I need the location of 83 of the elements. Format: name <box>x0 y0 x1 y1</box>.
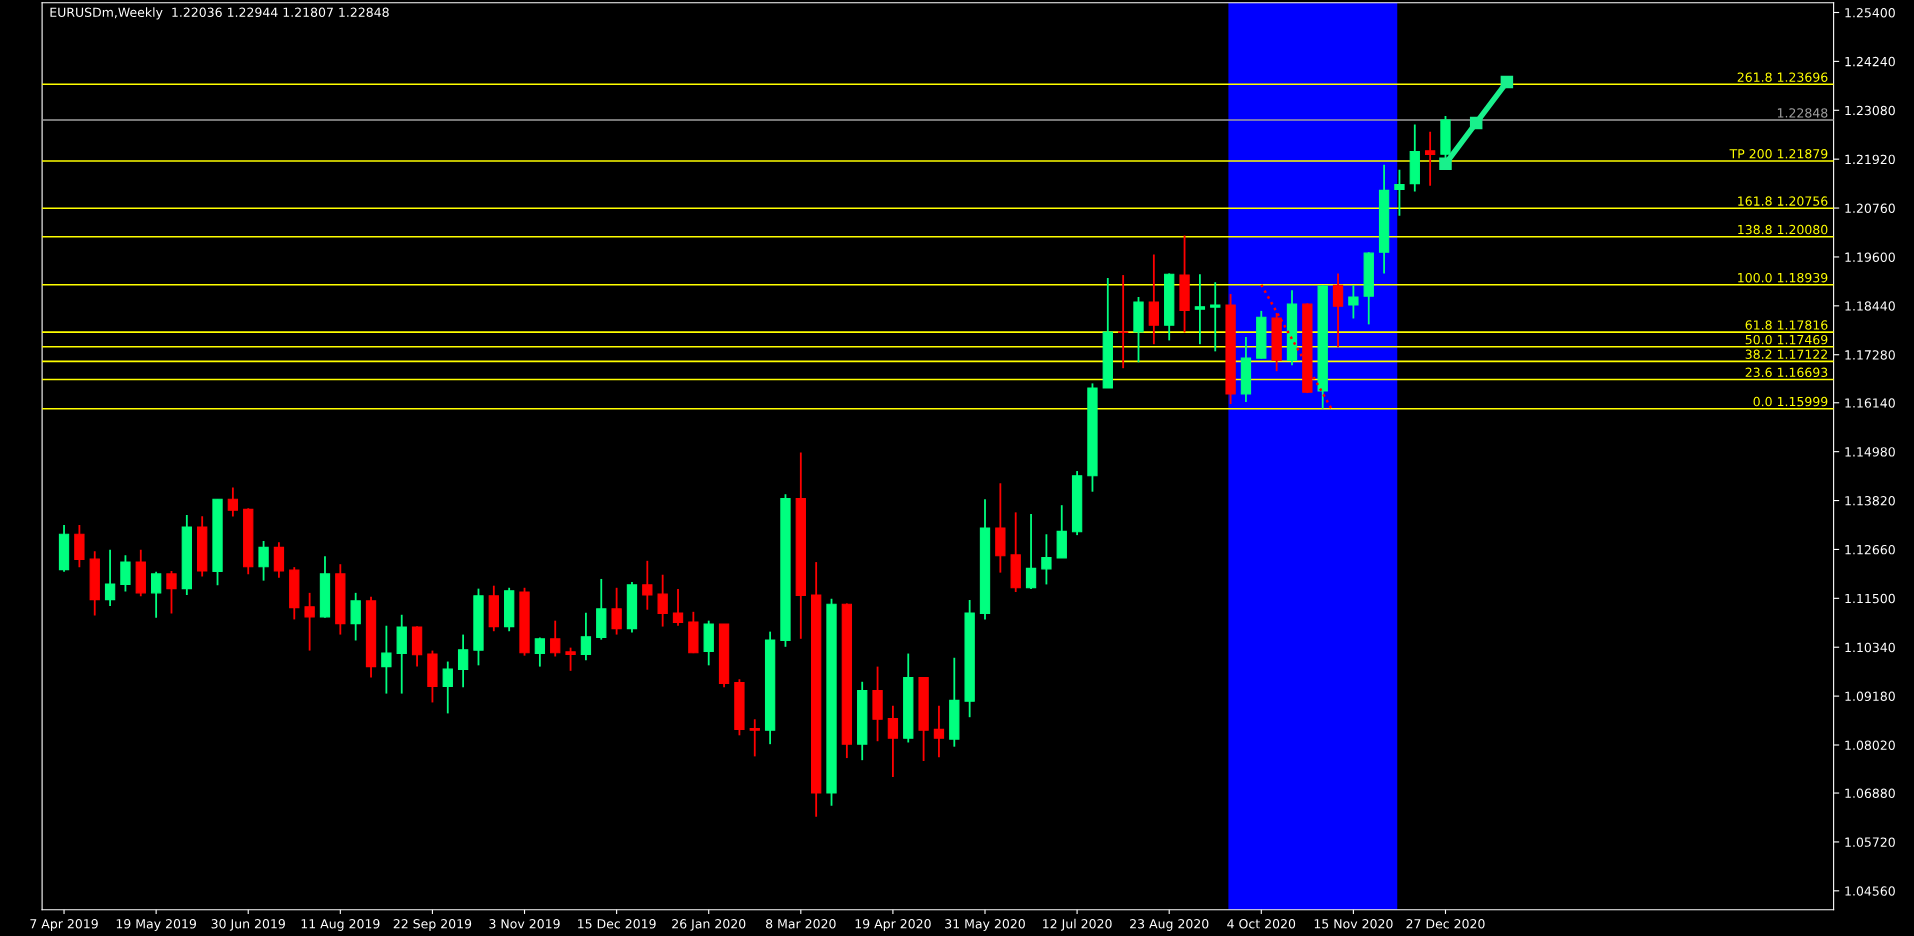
ref-line-label: 0.0 1.15999 <box>1753 396 1828 407</box>
candlestick <box>1041 533 1052 586</box>
y-tick-label: 1.19600 <box>1845 252 1895 262</box>
candlestick <box>550 619 561 658</box>
x-tick-label: 4 Oct 2020 <box>1227 919 1296 929</box>
y-tick-label: 1.16140 <box>1845 398 1895 408</box>
candlestick <box>304 591 315 652</box>
x-tick-label: 15 Dec 2019 <box>578 919 656 929</box>
ref-line-label: 138.8 1.20080 <box>1738 224 1828 235</box>
candlestick <box>104 548 116 607</box>
x-tick-label: 12 Jul 2020 <box>1043 918 1112 931</box>
candlestick <box>1394 168 1405 217</box>
candlestick <box>657 573 668 628</box>
candlestick <box>534 636 546 668</box>
candlestick <box>273 541 285 579</box>
point <box>1469 116 1483 130</box>
y-tick-label: 1.25400 <box>1845 7 1895 18</box>
candlestick <box>611 586 622 636</box>
candlestick <box>565 646 576 672</box>
x-tick-label: 3 Nov 2019 <box>489 919 560 929</box>
y-tick-label: 1.21920 <box>1845 154 1895 165</box>
y-tick-label: 1.09180 <box>1845 691 1895 702</box>
candlestick <box>1148 253 1160 346</box>
x-tick-label: 30 Jun 2019 <box>211 919 285 931</box>
y-tick-label: 1.20760 <box>1845 203 1895 213</box>
candlestick <box>350 591 361 642</box>
candlestick <box>1117 274 1129 370</box>
y-tick-label: 1.12660 <box>1845 544 1895 555</box>
candlestick <box>150 570 162 619</box>
candlestick <box>1332 272 1344 349</box>
y-tick-label: 1.10340 <box>1845 642 1895 653</box>
y-tick-label: 1.04560 <box>1845 886 1895 896</box>
x-tick-label: 7 Apr 2019 <box>30 919 98 931</box>
x-tick-label: 19 Apr 2020 <box>855 919 931 931</box>
candlestick <box>672 588 684 627</box>
x-tick-label: 31 May 2020 <box>945 919 1025 931</box>
point <box>1500 75 1514 89</box>
candlestick <box>227 486 239 518</box>
y-tick-label: 1.13820 <box>1845 496 1895 506</box>
x-tick-label: 22 Sep 2019 <box>393 919 472 931</box>
y-tick-label: 1.05720 <box>1845 837 1895 847</box>
ref-line-label: 100.0 1.18939 <box>1738 272 1828 283</box>
candlestick <box>1194 273 1206 346</box>
y-tick-label: 1.24240 <box>1845 56 1895 67</box>
candlestick <box>580 611 592 662</box>
x-tick-label: 27 Dec 2020 <box>1406 919 1485 929</box>
candlestick <box>642 559 653 611</box>
chart-title: EURUSDm,Weekly 1.22036 1.22944 1.21807 1.22848 <box>50 7 389 20</box>
point <box>1439 157 1452 171</box>
candlestick <box>1210 281 1221 353</box>
ref-line-label: 1.22848 <box>1777 108 1828 118</box>
candlestick <box>749 718 760 758</box>
x-tick-label: 19 May 2019 <box>116 919 197 931</box>
ref-line-label: 23.6 1.16693 <box>1745 367 1828 378</box>
ref-line-label: 261.8 1.23696 <box>1737 72 1828 82</box>
ref-line-label: 161.8 1.20756 <box>1738 196 1828 206</box>
x-tick-label: 15 Nov 2020 <box>1314 919 1393 929</box>
ref-line-label: TP 200 1.21879 <box>1729 149 1828 159</box>
x-tick-label: 23 Aug 2020 <box>1130 919 1209 931</box>
y-tick-label: 1.18440 <box>1845 301 1895 311</box>
y-tick-label: 1.17280 <box>1845 350 1895 360</box>
x-tick-label: 8 Mar 2020 <box>766 919 836 929</box>
candlestick <box>1025 513 1037 590</box>
candlestick <box>166 570 177 615</box>
ref-line-label: 61.8 1.17816 <box>1745 320 1828 330</box>
candlestick <box>1348 284 1359 320</box>
y-tick-label: 1.08020 <box>1845 740 1895 750</box>
y-tick-label: 1.06880 <box>1845 788 1895 798</box>
candlestick <box>120 554 131 593</box>
y-tick-label: 1.23080 <box>1845 105 1895 116</box>
candlestick <box>887 704 899 778</box>
y-tick-label: 1.14980 <box>1845 447 1895 457</box>
x-tick-label: 26 Jan 2020 <box>672 919 746 931</box>
candlestick <box>457 633 469 689</box>
candlestick <box>442 660 453 715</box>
y-tick-label: 1.11500 <box>1845 593 1895 604</box>
x-tick-label: 11 Aug 2019 <box>301 919 380 931</box>
candlestick <box>381 624 392 695</box>
candlestick <box>258 540 269 582</box>
ref-line-label: 50.0 1.17469 <box>1745 334 1828 345</box>
candlestick <box>1424 130 1436 187</box>
candlestick <box>933 704 945 759</box>
ref-line-label: 38.2 1.17122 <box>1745 349 1827 359</box>
